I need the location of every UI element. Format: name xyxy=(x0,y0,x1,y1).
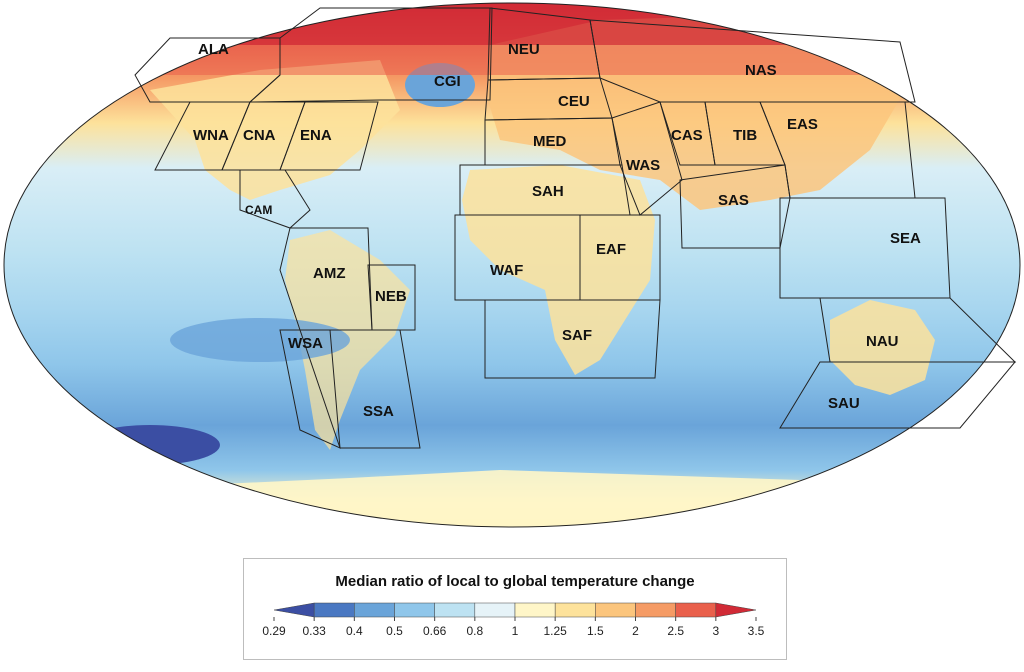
legend-swatch xyxy=(354,602,395,618)
legend-tick-label: 1 xyxy=(512,624,519,638)
legend-tick-label: 0.5 xyxy=(386,624,403,638)
legend: Median ratio of local to global temperat… xyxy=(243,558,787,660)
region-label-waf: WAF xyxy=(490,262,523,279)
legend-swatch xyxy=(675,602,717,618)
region-label-ceu: CEU xyxy=(558,93,590,110)
region-label-cgi: CGI xyxy=(434,73,461,90)
region-labels: ALA CGI NEU NAS WNA CNA ENA CEU MED CAS … xyxy=(193,41,921,420)
legend-swatch xyxy=(635,602,676,618)
region-label-cna: CNA xyxy=(243,127,276,144)
region-label-sas: SAS xyxy=(718,192,749,209)
legend-swatch xyxy=(394,602,435,618)
legend-tick-label: 1.5 xyxy=(587,624,604,638)
legend-swatch xyxy=(514,602,556,618)
region-label-neb: NEB xyxy=(375,288,407,305)
legend-tick-label: 2 xyxy=(632,624,639,638)
region-label-ala: ALA xyxy=(198,41,229,58)
legend-swatch xyxy=(434,602,476,618)
legend-tick-label: 2.5 xyxy=(667,624,684,638)
legend-swatch xyxy=(313,602,355,618)
region-label-eas: EAS xyxy=(787,116,818,133)
legend-tick-label: 0.66 xyxy=(423,624,447,638)
region-label-eaf: EAF xyxy=(596,241,626,258)
region-label-was: WAS xyxy=(626,157,660,174)
region-label-tib: TIB xyxy=(733,127,757,144)
region-sau xyxy=(779,361,1017,429)
region-ena xyxy=(279,101,379,171)
region-label-amz: AMZ xyxy=(313,265,346,282)
legend-tick-label: 0.8 xyxy=(466,624,483,638)
legend-swatch xyxy=(273,602,315,618)
africa-land xyxy=(462,165,655,375)
color-scale: 0.29 0.33 0.4 0.5 0.66 0.8 1 1.25 1.5 2 2.5 3 3.5 xyxy=(262,602,765,638)
region-cgi xyxy=(248,7,493,103)
region-label-sah: SAH xyxy=(532,183,564,200)
region-label-neu: NEU xyxy=(508,41,540,58)
region-neb xyxy=(367,264,416,331)
region-sas xyxy=(679,164,791,249)
globe-outline xyxy=(3,2,1021,528)
region-label-sea: SEA xyxy=(890,230,921,247)
legend-tick-label: 3 xyxy=(712,624,719,638)
south-pacific-cold xyxy=(170,318,350,362)
region-label-med: MED xyxy=(533,133,567,150)
region-label-ena: ENA xyxy=(300,127,332,144)
world-map: ALA CGI NEU NAS WNA CNA ENA CEU MED CAS … xyxy=(3,2,1021,528)
region-saf xyxy=(484,299,661,379)
region-label-cam: CAM xyxy=(245,203,272,217)
legend-tick-label: 0.29 xyxy=(262,624,286,638)
region-label-saf: SAF xyxy=(562,327,592,344)
region-outlines xyxy=(134,7,1017,449)
region-label-nau: NAU xyxy=(866,333,899,350)
region-ssa xyxy=(329,329,421,449)
legend-swatch xyxy=(595,602,636,618)
region-label-ssa: SSA xyxy=(363,403,394,420)
region-label-wna: WNA xyxy=(193,127,229,144)
southern-ocean-cold xyxy=(80,425,220,465)
legend-swatch xyxy=(554,602,596,618)
region-label-wsa: WSA xyxy=(288,335,323,352)
region-label-sau: SAU xyxy=(828,395,860,412)
region-label-cas: CAS xyxy=(671,127,703,144)
region-cam xyxy=(239,169,311,229)
antarctica-land xyxy=(80,470,950,527)
legend-tick-label: 0.4 xyxy=(346,624,363,638)
region-label-nas: NAS xyxy=(745,62,777,79)
legend-tick-label: 1.25 xyxy=(543,624,567,638)
legend-swatch xyxy=(715,602,757,618)
map-field xyxy=(4,3,1020,527)
legend-swatch xyxy=(474,602,516,618)
legend-title: Median ratio of local to global temperat… xyxy=(335,573,695,590)
north-america-land xyxy=(150,60,400,200)
legend-tick-label: 3.5 xyxy=(748,624,765,638)
australia-land xyxy=(830,300,935,395)
region-was xyxy=(611,101,683,216)
legend-tick-label: 0.33 xyxy=(302,624,326,638)
